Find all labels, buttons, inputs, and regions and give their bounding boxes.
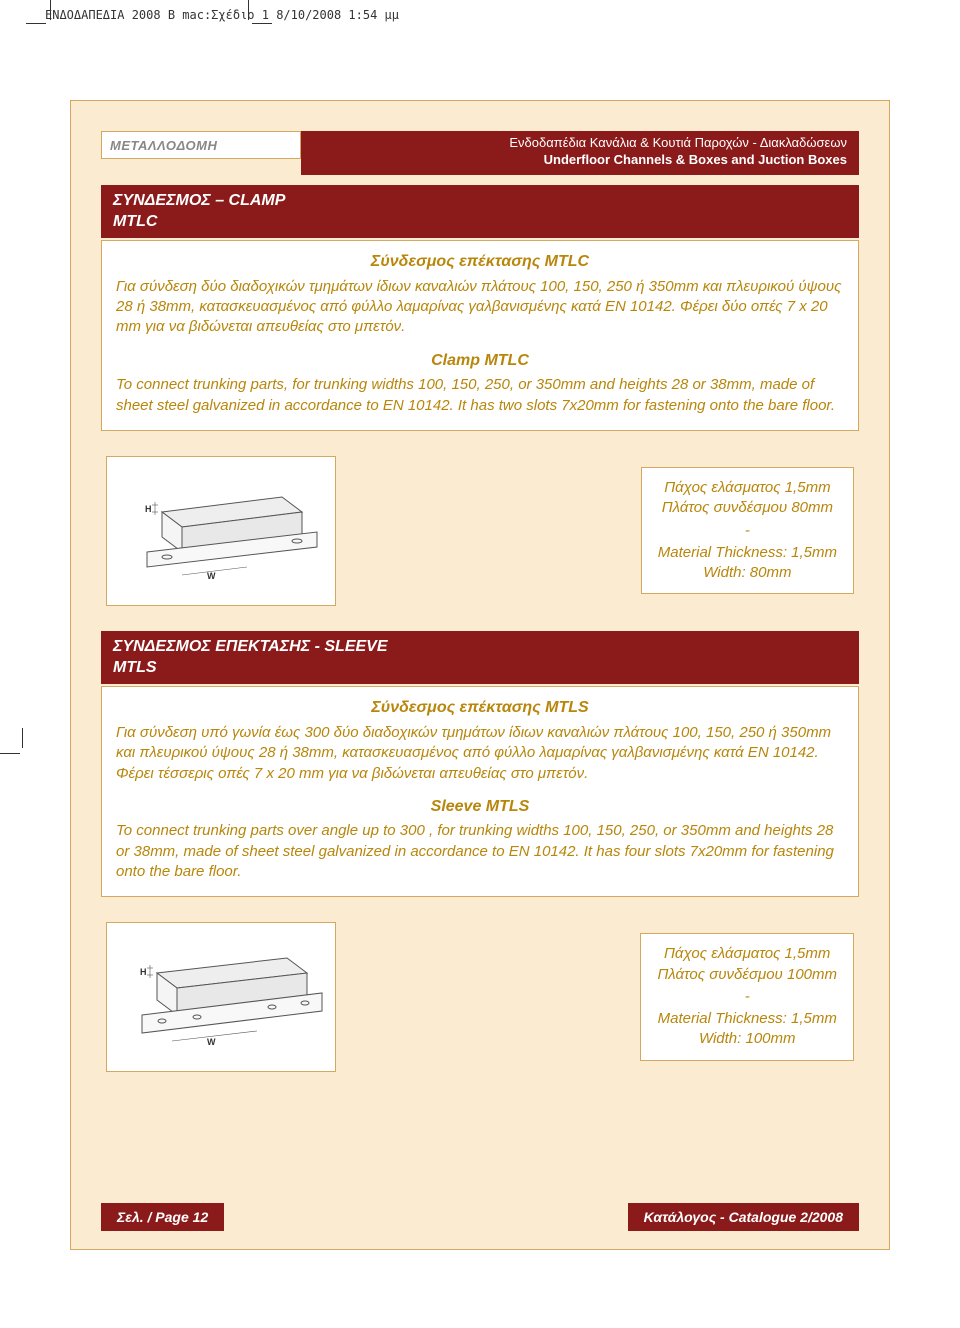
section1-bar-line2: MTLC [113, 212, 847, 233]
section2-spec-gr1: Πάχος ελάσματος 1,5mm [657, 944, 837, 964]
diagram2-label-h: H [140, 967, 147, 977]
doc-meta: ΕΝΔΟΔΑΠΕΔΙΑ 2008 Β mac:Σχέδιο 1 8/10/200… [45, 8, 399, 22]
section1-diagram: H W [106, 456, 336, 606]
section2-spec-en2: Width: 100mm [657, 1029, 837, 1049]
section2-spec-en1: Material Thickness: 1,5mm [657, 1009, 837, 1029]
diagram2-label-w: W [207, 1037, 216, 1047]
section2-spec-gr2: Πλάτος συνδέσμου 100mm [657, 965, 837, 985]
section1-bar: ΣΥΝΔΕΣΜΟΣ – CLAMP MTLC [101, 185, 859, 239]
section2-bar-line1: ΣΥΝΔΕΣΜΟΣ ΕΠΕΚΤΑΣΗΣ - SLEEVE [113, 637, 847, 658]
section1-heading-gr: Σύνδεσμος επέκτασης MTLC [116, 251, 844, 273]
header-title: Ενδοδαπέδια Κανάλια & Κουτιά Παροχών - Δ… [301, 131, 859, 175]
section2-heading-gr: Σύνδεσμος επέκτασης MTLS [116, 697, 844, 719]
section1-spec-en2: Width: 80mm [658, 563, 837, 583]
section1-desc: Σύνδεσμος επέκτασης MTLC Για σύνδεση δύο… [101, 240, 859, 430]
footer-catalog: Κατάλογος - Catalogue 2/2008 [628, 1203, 859, 1231]
footer-page: Σελ. / Page 12 [101, 1203, 224, 1231]
section1-spec-gr1: Πάχος ελάσματος 1,5mm [658, 478, 837, 498]
diagram-label-w: W [207, 571, 216, 581]
header-title-gr: Ενδοδαπέδια Κανάλια & Κουτιά Παροχών - Δ… [313, 135, 847, 152]
section2-bar-line2: MTLS [113, 658, 847, 679]
spec-divider-2: - [657, 987, 837, 1007]
section2-para-gr: Για σύνδεση υπό γωνία έως 300 δύο διαδοχ… [116, 723, 844, 784]
section1-spec-gr2: Πλάτος συνδέσμου 80mm [658, 498, 837, 518]
section2-para-en: To connect trunking parts over angle up … [116, 821, 844, 882]
diagram-label-h: H [145, 504, 152, 514]
section1-bar-line1: ΣΥΝΔΕΣΜΟΣ – CLAMP [113, 191, 847, 212]
header-title-en: Underfloor Channels & Boxes and Juction … [313, 152, 847, 169]
section2-bar: ΣΥΝΔΕΣΜΟΣ ΕΠΕΚΤΑΣΗΣ - SLEEVE MTLS [101, 631, 859, 685]
section1-spec: Πάχος ελάσματος 1,5mm Πλάτος συνδέσμου 8… [641, 467, 854, 594]
section1-para-en: To connect trunking parts, for trunking … [116, 375, 844, 416]
section2-diagram: H W [106, 922, 336, 1072]
section1-diagram-row: H W Πάχος ελάσματος 1,5mm Πλάτος συνδέσμ… [101, 456, 859, 606]
section1-heading-en: Clamp MTLC [116, 350, 844, 372]
section2-diagram-row: H W Πάχος ελάσματος 1,5mm Πλάτος συνδέσμ… [101, 922, 859, 1072]
page-frame: ΜΕΤΑΛΛΟΔΟΜΗ Ενδοδαπέδια Κανάλια & Κουτιά… [70, 100, 890, 1250]
section2-desc: Σύνδεσμος επέκτασης MTLS Για σύνδεση υπό… [101, 686, 859, 897]
section2-spec: Πάχος ελάσματος 1,5mm Πλάτος συνδέσμου 1… [640, 933, 854, 1060]
section1-para-gr: Για σύνδεση δύο διαδοχικών τμημάτων ίδιω… [116, 277, 844, 338]
logo: ΜΕΤΑΛΛΟΔΟΜΗ [101, 131, 301, 159]
header-row: ΜΕΤΑΛΛΟΔΟΜΗ Ενδοδαπέδια Κανάλια & Κουτιά… [101, 131, 859, 175]
section2-heading-en: Sleeve MTLS [116, 796, 844, 818]
spec-divider: - [658, 521, 837, 541]
footer-row: Σελ. / Page 12 Κατάλογος - Catalogue 2/2… [101, 1203, 859, 1231]
section1-spec-en1: Material Thickness: 1,5mm [658, 543, 837, 563]
